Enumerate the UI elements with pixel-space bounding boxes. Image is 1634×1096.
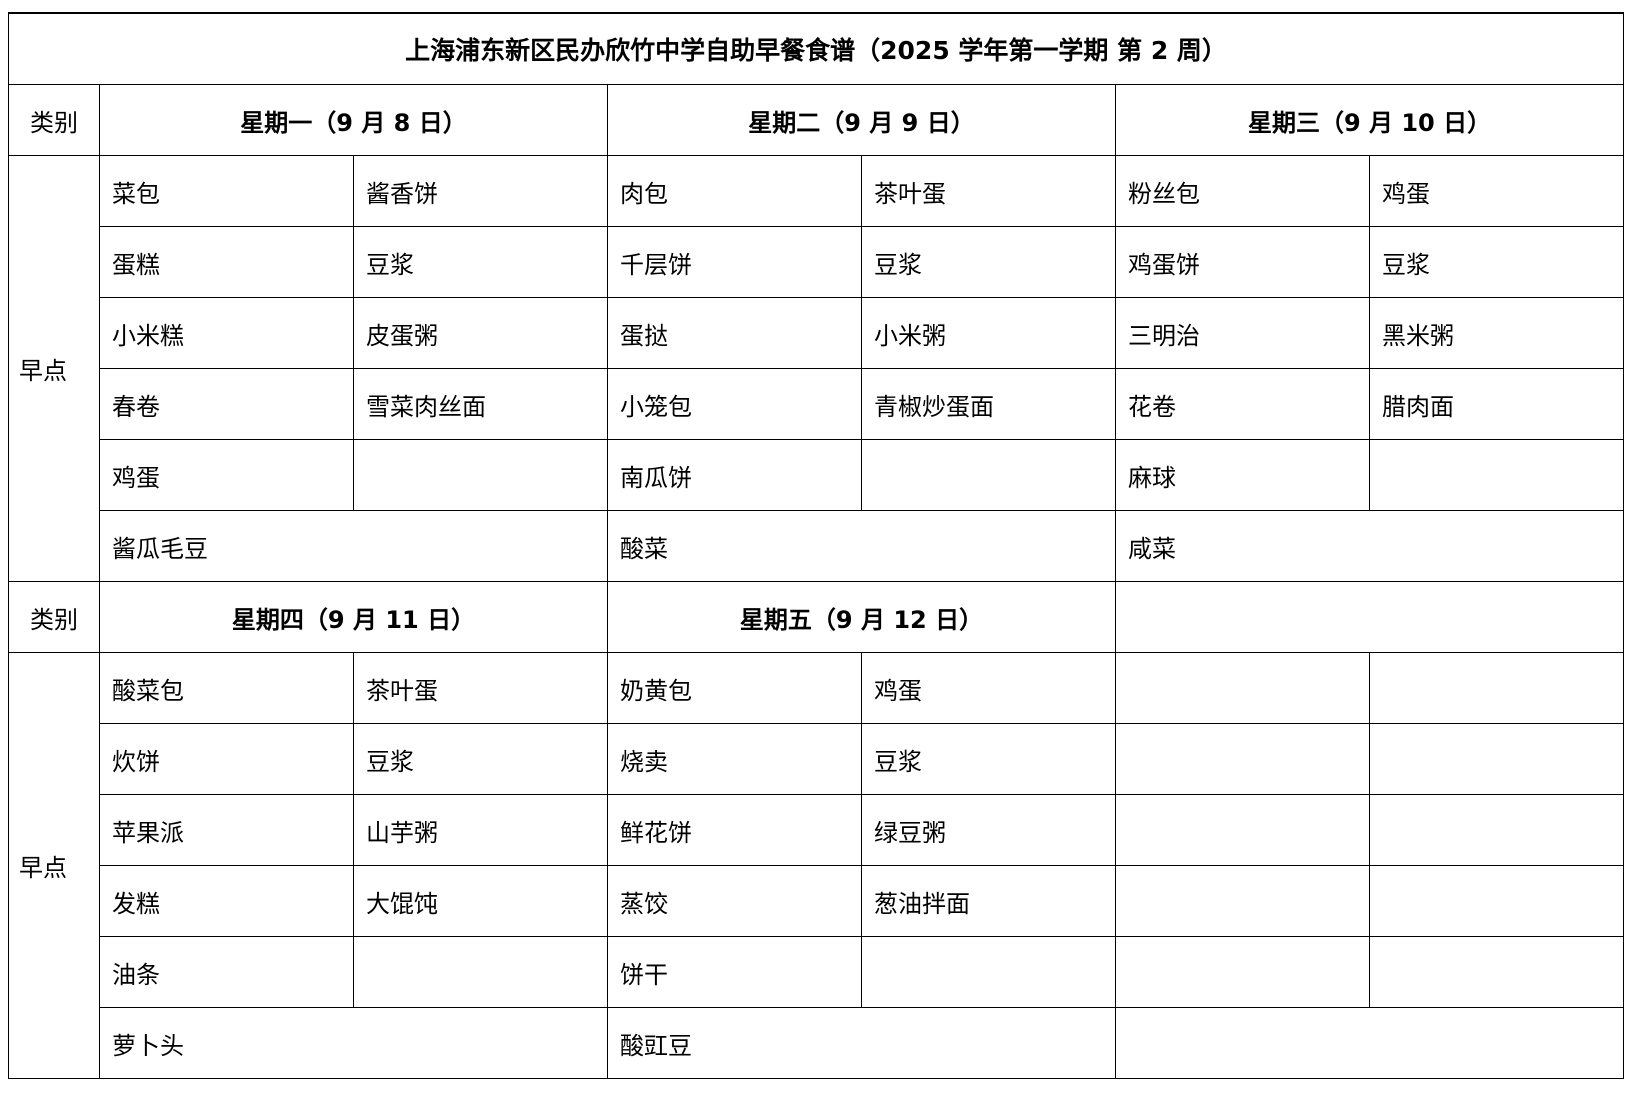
menu-item: 黑米粥: [1368, 297, 1625, 369]
menu-item: 豆浆: [353, 723, 608, 795]
menu-item: [1368, 936, 1625, 1008]
menu-item: 绿豆粥: [861, 794, 1116, 866]
menu-item: 豆浆: [353, 226, 608, 298]
menu-item: [1368, 439, 1625, 511]
menu-item: 青椒炒蛋面: [861, 368, 1116, 440]
menu-item: [1368, 723, 1625, 795]
menu-item: [1368, 794, 1625, 866]
menu-item: 炊饼: [99, 723, 354, 795]
menu-item: 雪菜肉丝面: [353, 368, 608, 440]
day-header: 星期五（9 月 12 日）: [607, 581, 1116, 653]
side-dish: 酱瓜毛豆: [99, 510, 608, 582]
menu-item: [1115, 723, 1370, 795]
menu-item: 豆浆: [861, 226, 1116, 298]
menu-item: [353, 936, 608, 1008]
menu-item: 烧卖: [607, 723, 862, 795]
menu-item: 饼干: [607, 936, 862, 1008]
menu-item: 鸡蛋: [861, 652, 1116, 724]
menu-item: 鲜花饼: [607, 794, 862, 866]
menu-item: 鸡蛋: [99, 439, 354, 511]
menu-item: 茶叶蛋: [353, 652, 608, 724]
menu-item: 酸菜包: [99, 652, 354, 724]
menu-item: 南瓜饼: [607, 439, 862, 511]
menu-item: [353, 439, 608, 511]
menu-item: 鸡蛋饼: [1115, 226, 1370, 298]
menu-item: [1368, 652, 1625, 724]
side-dish: 咸菜: [1114, 510, 1625, 582]
menu-item: 花卷: [1115, 368, 1370, 440]
menu-item: [1115, 794, 1370, 866]
category-header: 类别: [8, 84, 100, 156]
menu-item: 奶黄包: [607, 652, 862, 724]
category-header: 类别: [8, 581, 100, 653]
day-header: 星期四（9 月 11 日）: [99, 581, 608, 653]
menu-item: 茶叶蛋: [861, 155, 1116, 227]
menu-item: 小米糕: [99, 297, 354, 369]
day-header: [1114, 581, 1625, 653]
menu-item: 大馄饨: [353, 865, 608, 937]
meal-category: 早点: [8, 155, 100, 582]
menu-item: 小笼包: [607, 368, 862, 440]
side-dish: 酸豇豆: [607, 1007, 1116, 1079]
menu-item: 鸡蛋: [1368, 155, 1625, 227]
menu-item: 蛋糕: [99, 226, 354, 298]
menu-table: 上海浦东新区民办欣竹中学自助早餐食谱（2025 学年第一学期 第 2 周） 类别…: [7, 12, 1625, 1079]
menu-item: 麻球: [1115, 439, 1370, 511]
menu-item: 蛋挞: [607, 297, 862, 369]
menu-item: 小米粥: [861, 297, 1116, 369]
day-header: 星期一（9 月 8 日）: [99, 84, 608, 156]
menu-item: 腊肉面: [1368, 368, 1625, 440]
menu-item: 菜包: [99, 155, 354, 227]
menu-item: 粉丝包: [1115, 155, 1370, 227]
menu-item: 蒸饺: [607, 865, 862, 937]
menu-item: 豆浆: [861, 723, 1116, 795]
menu-item: 山芋粥: [353, 794, 608, 866]
side-dish: 萝卜头: [99, 1007, 608, 1079]
menu-item: 发糕: [99, 865, 354, 937]
menu-item: 葱油拌面: [861, 865, 1116, 937]
menu-item: 千层饼: [607, 226, 862, 298]
menu-item: 三明治: [1115, 297, 1370, 369]
meal-category: 早点: [8, 652, 100, 1079]
menu-item: [1368, 865, 1625, 937]
menu-item: 油条: [99, 936, 354, 1008]
menu-item: [861, 936, 1116, 1008]
menu-item: [1115, 936, 1370, 1008]
menu-item: [1115, 865, 1370, 937]
menu-item: [861, 439, 1116, 511]
menu-item: [1115, 652, 1370, 724]
menu-item: 春卷: [99, 368, 354, 440]
menu-item: 酱香饼: [353, 155, 608, 227]
side-dish: 酸菜: [607, 510, 1116, 582]
day-header: 星期三（9 月 10 日）: [1114, 84, 1625, 156]
menu-item: 豆浆: [1368, 226, 1625, 298]
menu-title: 上海浦东新区民办欣竹中学自助早餐食谱（2025 学年第一学期 第 2 周）: [7, 12, 1625, 85]
day-header: 星期二（9 月 9 日）: [607, 84, 1116, 156]
side-dish: [1114, 1007, 1625, 1079]
menu-item: 肉包: [607, 155, 862, 227]
menu-item: 苹果派: [99, 794, 354, 866]
menu-item: 皮蛋粥: [353, 297, 608, 369]
